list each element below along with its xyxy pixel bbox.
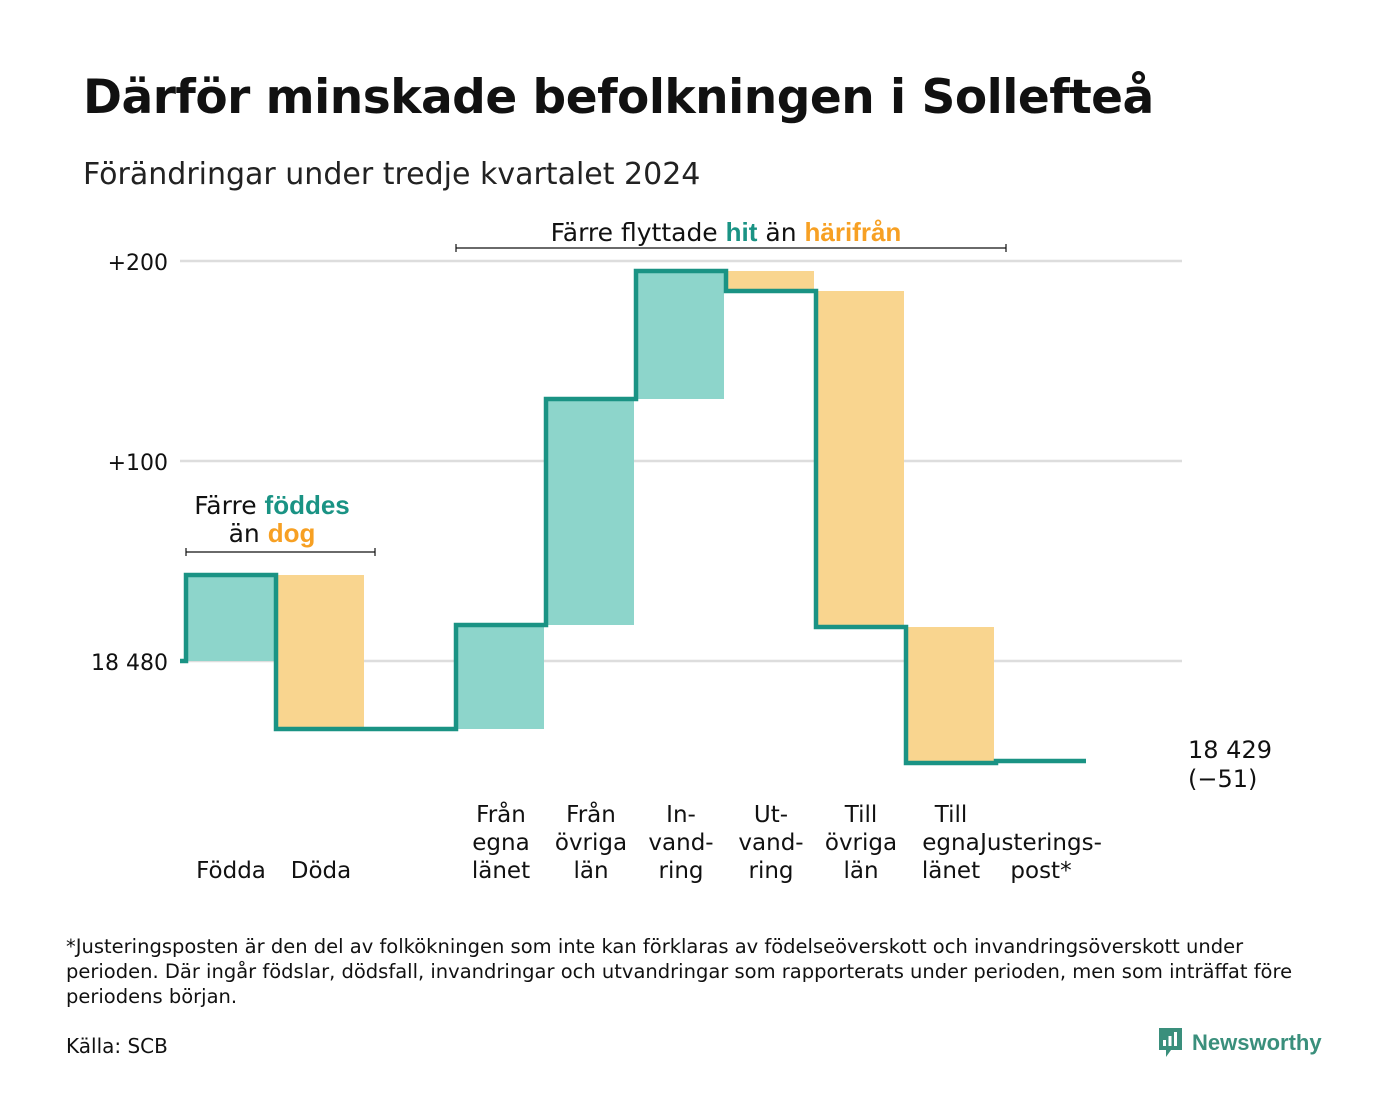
end-change-label: (−51) bbox=[1188, 765, 1257, 793]
end-value-label: 18 429 bbox=[1188, 736, 1272, 764]
bar-fran_ovriga_lan bbox=[548, 399, 634, 625]
waterfall-chart: 18 480 +100 +200 Färre föddes än dog Färre… bbox=[91, 217, 1272, 884]
x-label-till_ovriga_lan: Till övriga län bbox=[825, 802, 897, 884]
newsworthy-logo-icon bbox=[1159, 1028, 1182, 1057]
highlight-dog: dog bbox=[268, 518, 316, 548]
bar-invandring bbox=[638, 271, 724, 399]
source-label: Källa: SCB bbox=[66, 1034, 168, 1058]
x-label-fran_ovriga_lan: Från övriga län bbox=[555, 800, 627, 884]
bar-till_egna_lanet bbox=[908, 627, 994, 763]
y-tick-label: +100 bbox=[108, 451, 168, 476]
highlight-fodde: föddes bbox=[265, 490, 350, 520]
newsworthy-brand[interactable]: Newsworthy bbox=[1158, 1027, 1322, 1058]
highlight-hit: hit bbox=[726, 217, 758, 247]
bar-fodda bbox=[188, 575, 274, 661]
bar-fran_egna_lanet bbox=[458, 625, 544, 729]
cumulative-step-line bbox=[180, 268, 1086, 766]
births-bracket bbox=[185, 548, 376, 556]
births-annotation-line1: Färre föddes bbox=[194, 490, 350, 520]
x-label-fran_egna_lanet: Från egna länet bbox=[472, 800, 530, 884]
migration-bracket bbox=[455, 244, 1007, 252]
migration-annotation-text: Färre flyttade hit än härifrån bbox=[551, 217, 902, 247]
y-axis-labels: 18 480 +100 +200 bbox=[91, 251, 168, 676]
births-annotation-line2: än dog bbox=[229, 518, 316, 548]
y-tick-label: 18 480 bbox=[91, 651, 168, 676]
chart-subtitle: Förändringar under tredje kvartalet 2024 bbox=[83, 157, 701, 192]
bar-till_ovriga_lan bbox=[818, 291, 904, 627]
chart-title: Därför minskade befolkningen i Sollefteå bbox=[83, 70, 1154, 125]
brand-name: Newsworthy bbox=[1192, 1029, 1322, 1055]
y-tick-label: +200 bbox=[108, 251, 168, 276]
bar-utvandring bbox=[728, 271, 814, 291]
births-annotation: Färre föddes än dog bbox=[185, 490, 376, 556]
bars bbox=[188, 271, 1084, 763]
x-label-doda: Döda bbox=[291, 858, 351, 884]
x-label-justeringspost: Justerings-post* bbox=[978, 830, 1102, 884]
bar-doda bbox=[278, 575, 364, 729]
x-axis-labels: Födda Döda Från egna länet Från övriga län In-va… bbox=[196, 800, 1102, 884]
x-label-utvandring: Ut-vand-ring bbox=[738, 802, 803, 884]
x-label-fodda: Födda bbox=[196, 858, 266, 884]
x-label-till_egna_lanet: Till egna länet bbox=[922, 802, 980, 884]
migration-annotation: Färre flyttade hit än härifrån bbox=[455, 217, 1007, 252]
x-label-invandring: In-vand-ring bbox=[648, 802, 713, 884]
highlight-harifran: härifrån bbox=[805, 217, 902, 247]
footnote: *Justeringsposten är den del av folkökni… bbox=[66, 935, 1293, 1008]
